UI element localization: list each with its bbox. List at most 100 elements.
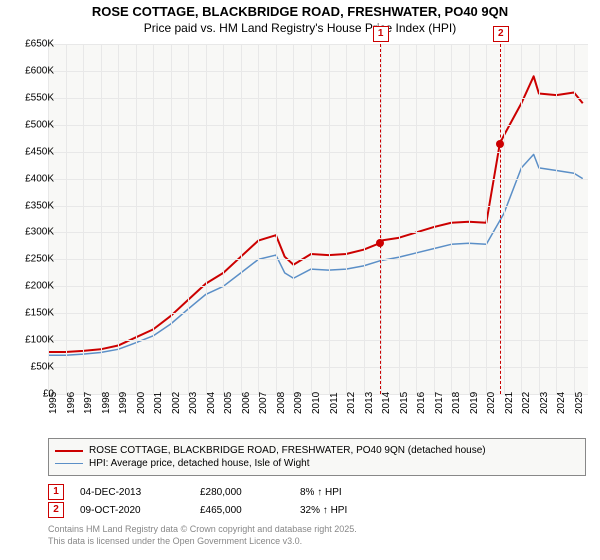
gridline-v [504,44,505,394]
gridline-v [539,44,540,394]
x-axis-tick-label: 2004 [206,392,217,414]
gridline-h [48,98,588,99]
x-axis-tick-label: 2019 [469,392,480,414]
gridline-h [48,44,588,45]
gridline-v [118,44,119,394]
x-axis-tick-label: 2024 [556,392,567,414]
x-axis-tick-label: 2018 [451,392,462,414]
x-axis-tick-label: 2013 [364,392,375,414]
x-axis-tick-label: 2008 [276,392,287,414]
sale-row: 1 04-DEC-2013 £280,000 8% ↑ HPI [48,484,400,500]
sale-vertical-line [380,44,381,394]
gridline-v [241,44,242,394]
x-axis-tick-label: 2020 [486,392,497,414]
footer-line2: This data is licensed under the Open Gov… [48,536,357,548]
gridline-v [451,44,452,394]
legend-label: ROSE COTTAGE, BLACKBRIDGE ROAD, FRESHWAT… [89,445,486,456]
gridline-v [188,44,189,394]
gridline-h [48,232,588,233]
gridline-v [311,44,312,394]
x-axis-tick-label: 2022 [521,392,532,414]
y-axis-tick-label: £650K [10,39,54,50]
x-axis-tick-label: 2007 [258,392,269,414]
y-axis-tick-label: £550K [10,92,54,103]
sale-date: 09-OCT-2020 [80,505,200,516]
gridline-h [48,313,588,314]
legend-swatch-icon [55,463,83,464]
y-axis-tick-label: £200K [10,281,54,292]
y-axis-tick-label: £50K [10,362,54,373]
gridline-h [48,259,588,260]
x-axis-tick-label: 1995 [48,392,59,414]
y-axis-tick-label: £100K [10,335,54,346]
x-axis-tick-label: 2021 [504,392,515,414]
gridline-v [434,44,435,394]
gridline-v [258,44,259,394]
x-axis-tick-label: 2005 [223,392,234,414]
x-axis-tick-label: 1999 [118,392,129,414]
gridline-h [48,125,588,126]
gridline-h [48,206,588,207]
plot-area [48,44,588,394]
x-axis-tick-label: 2014 [381,392,392,414]
x-axis-tick-label: 2012 [346,392,357,414]
y-axis-tick-label: £350K [10,200,54,211]
legend-box: ROSE COTTAGE, BLACKBRIDGE ROAD, FRESHWAT… [48,438,586,476]
gridline-v [136,44,137,394]
gridline-v [66,44,67,394]
x-axis-tick-label: 2015 [399,392,410,414]
gridline-v [574,44,575,394]
gridline-h [48,152,588,153]
sale-marker-badge: 2 [48,502,64,518]
sale-row: 2 09-OCT-2020 £465,000 32% ↑ HPI [48,502,400,518]
x-axis-tick-label: 2006 [241,392,252,414]
line-svg [48,44,588,394]
x-axis-tick-label: 2000 [136,392,147,414]
footer-attribution: Contains HM Land Registry data © Crown c… [48,524,357,547]
sale-dot-icon [376,239,384,247]
sale-marker-badge: 1 [48,484,64,500]
gridline-v [223,44,224,394]
sale-delta: 8% ↑ HPI [300,487,400,498]
y-axis-tick-label: £400K [10,173,54,184]
x-axis-tick-label: 2002 [171,392,182,414]
y-axis-tick-label: £300K [10,227,54,238]
x-axis-tick-label: 2017 [434,392,445,414]
sale-marker-flag: 1 [373,26,389,42]
gridline-v [276,44,277,394]
gridline-v [556,44,557,394]
sale-date: 04-DEC-2013 [80,487,200,498]
x-axis-tick-label: 1997 [83,392,94,414]
gridline-v [416,44,417,394]
gridline-v [101,44,102,394]
y-axis-tick-label: £250K [10,254,54,265]
gridline-v [469,44,470,394]
gridline-v [381,44,382,394]
gridline-v [171,44,172,394]
chart-title-line1: ROSE COTTAGE, BLACKBRIDGE ROAD, FRESHWAT… [0,4,600,19]
series-line [48,76,583,352]
x-axis-tick-label: 2011 [329,392,340,414]
sale-price: £280,000 [200,487,300,498]
x-axis-tick-label: 2023 [539,392,550,414]
gridline-v [486,44,487,394]
sale-vertical-line [500,44,501,394]
gridline-v [346,44,347,394]
gridline-v [206,44,207,394]
x-axis-tick-label: 2016 [416,392,427,414]
sale-delta: 32% ↑ HPI [300,505,400,516]
x-axis-tick-label: 1996 [66,392,77,414]
x-axis-tick-label: 1998 [101,392,112,414]
x-axis-tick-label: 2025 [574,392,585,414]
chart-title-line2: Price paid vs. HM Land Registry's House … [0,21,600,35]
y-axis-tick-label: £500K [10,119,54,130]
sale-dot-icon [496,140,504,148]
chart-container: ROSE COTTAGE, BLACKBRIDGE ROAD, FRESHWAT… [0,0,600,560]
x-axis-tick-label: 2001 [153,392,164,414]
gridline-v [521,44,522,394]
gridline-v [293,44,294,394]
gridline-h [48,179,588,180]
gridline-h [48,367,588,368]
gridline-h [48,286,588,287]
footer-line1: Contains HM Land Registry data © Crown c… [48,524,357,536]
